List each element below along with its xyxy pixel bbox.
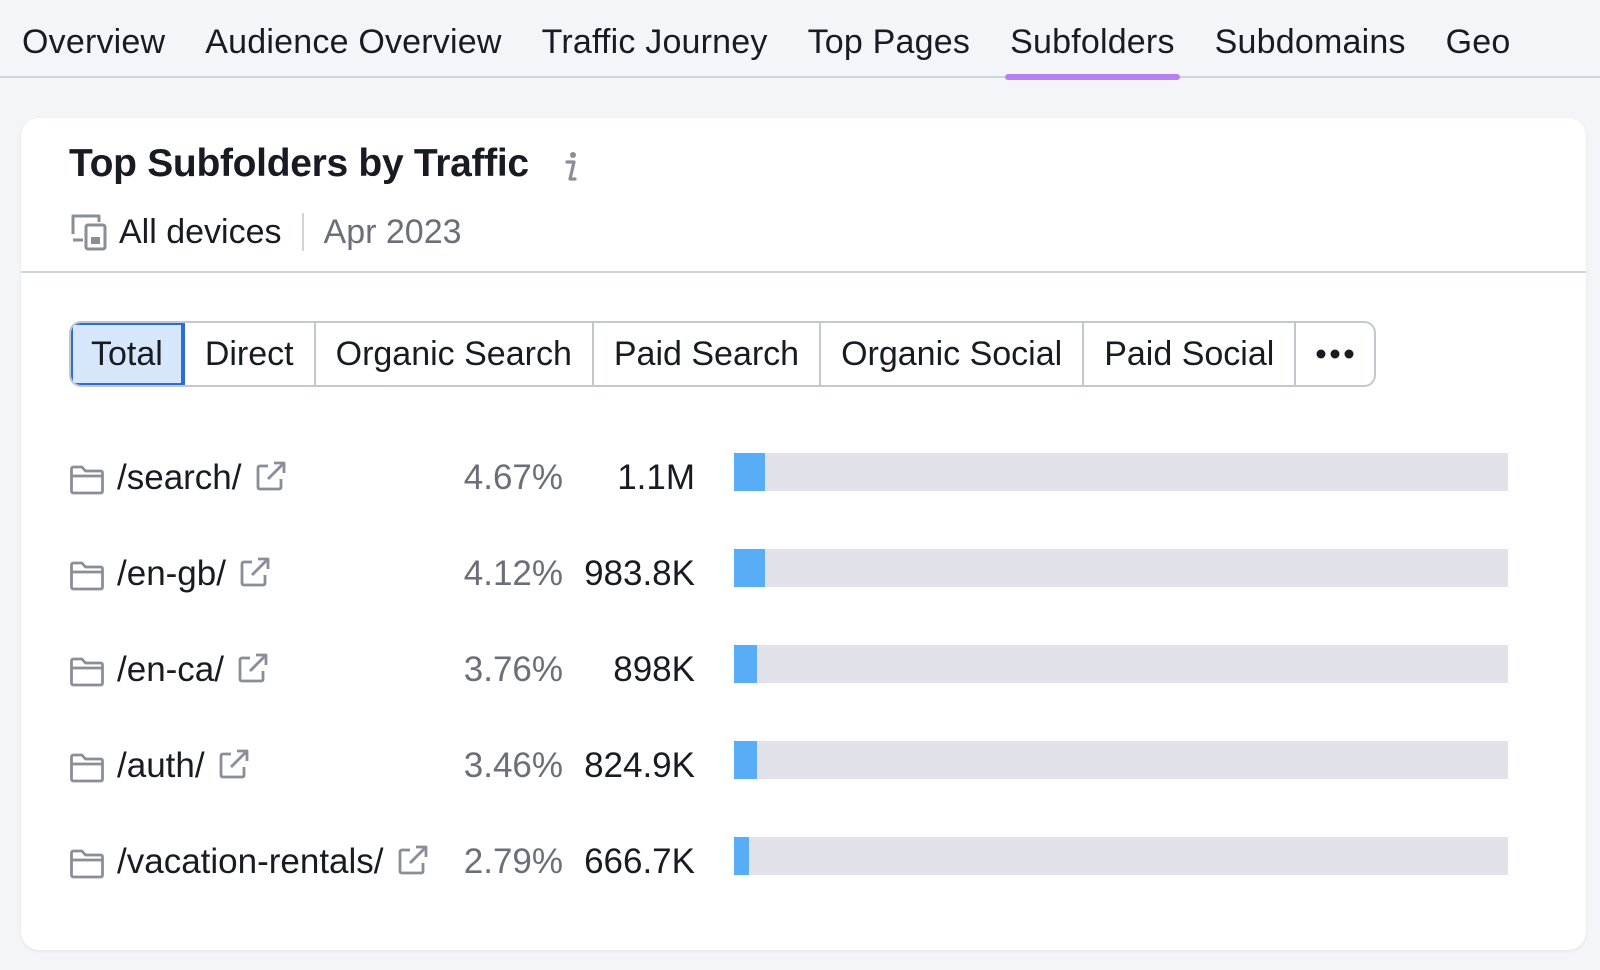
subfolder-link[interactable]: /en-gb/ bbox=[117, 554, 226, 593]
list-item: /en-ca/ 3.76% 898K bbox=[69, 632, 1509, 728]
top-subfolders-card: Top Subfolders by Traffic All devices Ap… bbox=[21, 118, 1586, 950]
card-meta: All devices Apr 2023 bbox=[69, 210, 462, 254]
meta-divider bbox=[301, 213, 304, 251]
folder-icon bbox=[69, 752, 105, 784]
card-title: Top Subfolders by Traffic bbox=[69, 142, 529, 185]
traffic-value: 666.7K bbox=[584, 842, 695, 881]
segment-total[interactable]: Total bbox=[71, 323, 185, 385]
traffic-share: 4.12% bbox=[463, 554, 563, 593]
external-link-icon[interactable] bbox=[236, 651, 270, 685]
traffic-share: 3.76% bbox=[463, 650, 563, 689]
traffic-value: 898K bbox=[613, 650, 695, 689]
folder-icon bbox=[69, 656, 105, 688]
top-nav: Overview Audience Overview Traffic Journ… bbox=[0, 0, 1600, 80]
subfolder-link[interactable]: /search/ bbox=[117, 458, 242, 497]
segment-direct[interactable]: Direct bbox=[185, 323, 316, 385]
more-segments-button[interactable] bbox=[1296, 323, 1374, 385]
external-link-icon[interactable] bbox=[238, 555, 272, 589]
traffic-value: 824.9K bbox=[584, 746, 695, 785]
traffic-value: 983.8K bbox=[584, 554, 695, 593]
info-icon[interactable] bbox=[561, 148, 581, 184]
segment-organic-social[interactable]: Organic Social bbox=[821, 323, 1085, 385]
date-label: Apr 2023 bbox=[323, 212, 462, 251]
tab-top-pages[interactable]: Top Pages bbox=[807, 23, 971, 61]
traffic-bar-fill bbox=[734, 453, 765, 491]
list-item: /en-gb/ 4.12% 983.8K bbox=[69, 536, 1509, 632]
tab-subfolders[interactable]: Subfolders bbox=[1005, 0, 1180, 80]
traffic-bar bbox=[734, 741, 1508, 779]
traffic-share: 2.79% bbox=[463, 842, 563, 881]
traffic-bar bbox=[734, 453, 1508, 491]
traffic-share: 3.46% bbox=[463, 746, 563, 785]
devices-icon bbox=[69, 212, 109, 252]
traffic-bar bbox=[734, 549, 1508, 587]
segment-paid-social[interactable]: Paid Social bbox=[1084, 323, 1297, 385]
tab-traffic-journey[interactable]: Traffic Journey bbox=[541, 23, 768, 61]
folder-icon bbox=[69, 464, 105, 496]
list-item: /search/ 4.67% 1.1M bbox=[69, 440, 1509, 536]
devices-label[interactable]: All devices bbox=[119, 212, 282, 251]
segment-organic-search[interactable]: Organic Search bbox=[316, 323, 594, 385]
subfolder-list: /search/ 4.67% 1.1M /en-gb/ bbox=[69, 440, 1509, 920]
external-link-icon[interactable] bbox=[396, 843, 430, 877]
subfolder-link[interactable]: /en-ca/ bbox=[117, 650, 224, 689]
list-item: /auth/ 3.46% 824.9K bbox=[69, 728, 1509, 824]
traffic-bar-fill bbox=[734, 741, 757, 779]
more-dots-icon bbox=[1316, 349, 1354, 359]
traffic-bar-fill bbox=[734, 645, 757, 683]
subfolder-link[interactable]: /auth/ bbox=[117, 746, 205, 785]
traffic-value: 1.1M bbox=[617, 458, 695, 497]
traffic-bar bbox=[734, 837, 1508, 875]
segment-paid-search[interactable]: Paid Search bbox=[594, 323, 822, 385]
tab-audience-overview[interactable]: Audience Overview bbox=[205, 23, 502, 61]
folder-icon bbox=[69, 848, 105, 880]
external-link-icon[interactable] bbox=[254, 459, 288, 493]
tab-subdomains[interactable]: Subdomains bbox=[1214, 23, 1406, 61]
folder-icon bbox=[69, 560, 105, 592]
tab-overview[interactable]: Overview bbox=[22, 23, 166, 61]
traffic-bar bbox=[734, 645, 1508, 683]
traffic-share: 4.67% bbox=[463, 458, 563, 497]
card-header: Top Subfolders by Traffic All devices Ap… bbox=[21, 118, 1586, 273]
traffic-bar-fill bbox=[734, 837, 749, 875]
traffic-bar-fill bbox=[734, 549, 765, 587]
external-link-icon[interactable] bbox=[217, 747, 251, 781]
subfolder-link[interactable]: /vacation-rentals/ bbox=[117, 842, 384, 881]
tab-geo[interactable]: Geo bbox=[1445, 23, 1511, 61]
list-item: /vacation-rentals/ 2.79% 666.7K bbox=[69, 824, 1509, 920]
traffic-type-selector: Total Direct Organic Search Paid Search … bbox=[69, 321, 1377, 387]
